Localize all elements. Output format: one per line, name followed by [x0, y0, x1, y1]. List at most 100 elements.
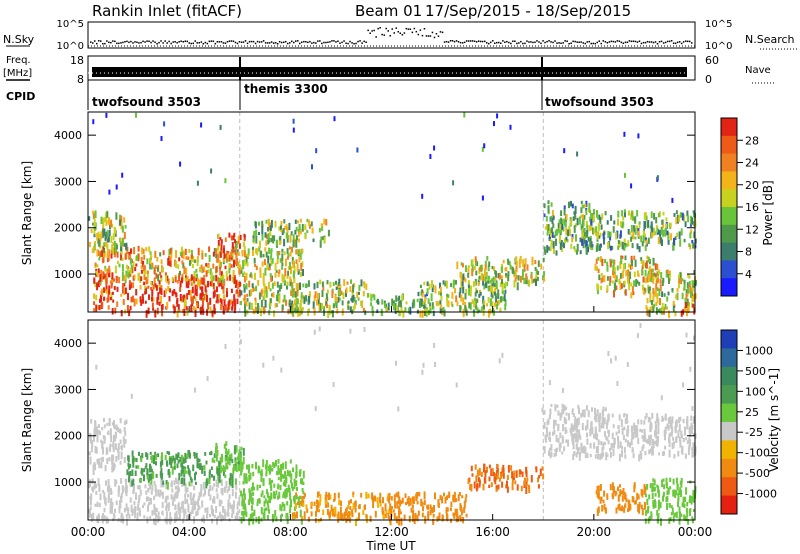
- data-cell: [304, 224, 307, 231]
- data-cell: [228, 502, 231, 507]
- data-cell: [184, 484, 187, 492]
- data-cell: [172, 496, 175, 502]
- nsky-point: [395, 27, 397, 29]
- nsky-point: [176, 42, 178, 44]
- data-cell: [501, 282, 504, 289]
- nsky-point: [291, 40, 293, 43]
- data-cell: [177, 517, 179, 521]
- data-cell: [432, 306, 435, 310]
- data-cell: [575, 443, 578, 449]
- data-cell: [237, 501, 240, 505]
- data-cell: [299, 229, 302, 235]
- data-cell: [133, 501, 136, 505]
- data-cell: [146, 453, 149, 460]
- nsky-point: [496, 41, 498, 44]
- data-cell: [685, 289, 688, 295]
- data-cell: [595, 226, 598, 234]
- data-cell: [279, 225, 282, 230]
- data-cell: [642, 444, 645, 449]
- data-cell: [678, 282, 680, 289]
- data-cell: [686, 425, 689, 430]
- data-cell: [283, 503, 286, 511]
- data-cell: [154, 484, 157, 492]
- data-cell: [535, 269, 538, 275]
- data-cell: [672, 516, 675, 523]
- data-cell: [288, 492, 291, 497]
- y-tick-label: 2000: [54, 430, 82, 443]
- nsky-point: [650, 41, 653, 43]
- data-cell: [582, 243, 585, 249]
- data-cell: [171, 277, 174, 282]
- data-cell: [475, 305, 478, 310]
- data-cell: [389, 503, 392, 511]
- data-cell: [549, 231, 552, 237]
- data-cell: [189, 452, 191, 459]
- data-cell: [671, 507, 674, 515]
- data-cell: [159, 252, 162, 257]
- data-cell: [223, 509, 226, 515]
- data-cell: [150, 253, 153, 259]
- data-cell: [600, 440, 603, 446]
- data-cell: [659, 279, 662, 284]
- data-cell: [591, 246, 594, 251]
- data-cell: [99, 237, 102, 242]
- data-cell: [243, 285, 246, 293]
- data-cell: [691, 296, 694, 302]
- data-cell: [496, 486, 499, 492]
- data-cell: [302, 283, 305, 288]
- data-cell: [482, 483, 485, 491]
- nsky-point: [520, 40, 522, 43]
- data-cell: [199, 266, 202, 273]
- data-cell: [327, 310, 330, 319]
- data-cell: [558, 224, 561, 231]
- data-cell: [179, 457, 182, 462]
- data-cell: [268, 281, 270, 290]
- data-cell: [398, 496, 401, 501]
- data-cell: [264, 267, 267, 276]
- scatter-point: [481, 146, 484, 152]
- nsky-point: [554, 40, 556, 42]
- scatter-point: [160, 136, 163, 141]
- nsky-point: [270, 41, 273, 43]
- data-cell: [241, 250, 244, 257]
- data-cell: [143, 502, 146, 506]
- data-cell: [596, 266, 599, 271]
- data-cell: [534, 267, 537, 271]
- data-cell: [97, 305, 100, 310]
- data-cell: [120, 478, 123, 484]
- data-cell: [155, 285, 158, 291]
- data-cell: [335, 280, 337, 285]
- data-cell: [254, 272, 256, 280]
- data-cell: [245, 283, 248, 290]
- data-cell: [222, 305, 225, 314]
- data-cell: [262, 273, 265, 280]
- nsky-point: [678, 41, 681, 43]
- data-cell: [264, 247, 267, 252]
- data-cell: [535, 274, 538, 283]
- data-cell: [314, 291, 317, 298]
- data-cell: [289, 459, 292, 464]
- data-cell: [234, 239, 236, 244]
- data-cell: [593, 442, 596, 449]
- data-cell: [337, 492, 340, 499]
- data-cell: [654, 493, 657, 497]
- scatter-point: [541, 407, 544, 413]
- data-cell: [485, 470, 488, 474]
- data-cell: [250, 499, 253, 505]
- data-cell: [641, 268, 644, 276]
- data-cell: [193, 500, 196, 506]
- data-cell: [225, 480, 228, 489]
- data-cell: [205, 289, 208, 297]
- data-cell: [511, 477, 514, 483]
- nsky-point: [399, 32, 401, 34]
- data-cell: [556, 228, 559, 235]
- data-cell: [193, 272, 196, 277]
- data-cell: [220, 488, 223, 494]
- data-cell: [297, 310, 300, 317]
- data-cell: [559, 218, 562, 227]
- data-cell: [229, 472, 232, 480]
- data-cell: [104, 464, 107, 472]
- data-cell: [577, 404, 580, 409]
- data-cell: [600, 496, 603, 502]
- data-cell: [157, 489, 160, 497]
